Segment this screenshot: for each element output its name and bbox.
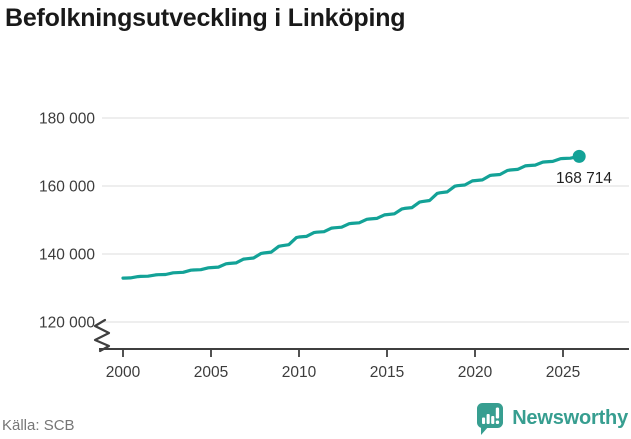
axis-break-icon bbox=[93, 318, 111, 353]
population-line bbox=[121, 154, 581, 280]
end-value-label: 168 714 bbox=[556, 170, 612, 187]
x-tick-label: 2000 bbox=[106, 364, 141, 381]
x-tick-label: 2010 bbox=[282, 364, 317, 381]
x-tick-label: 2020 bbox=[458, 364, 493, 381]
chart-title: Befolkningsutveckling i Linköping bbox=[5, 4, 406, 32]
newsworthy-icon bbox=[477, 403, 504, 435]
newsworthy-logo: Newsworthy bbox=[475, 402, 628, 435]
x-tick-label: 2005 bbox=[194, 364, 228, 381]
x-tick-label: 2015 bbox=[370, 364, 404, 381]
x-tick-label: 2025 bbox=[546, 364, 580, 381]
y-tick-label: 160 000 bbox=[39, 179, 95, 196]
source-label: Källa: SCB bbox=[2, 417, 75, 434]
y-tick-label: 180 000 bbox=[39, 111, 95, 128]
y-tick-label: 140 000 bbox=[39, 247, 95, 264]
end-point-dot bbox=[572, 149, 586, 163]
y-tick-label: 120 000 bbox=[39, 315, 95, 332]
newsworthy-wordmark: Newsworthy bbox=[512, 407, 628, 429]
